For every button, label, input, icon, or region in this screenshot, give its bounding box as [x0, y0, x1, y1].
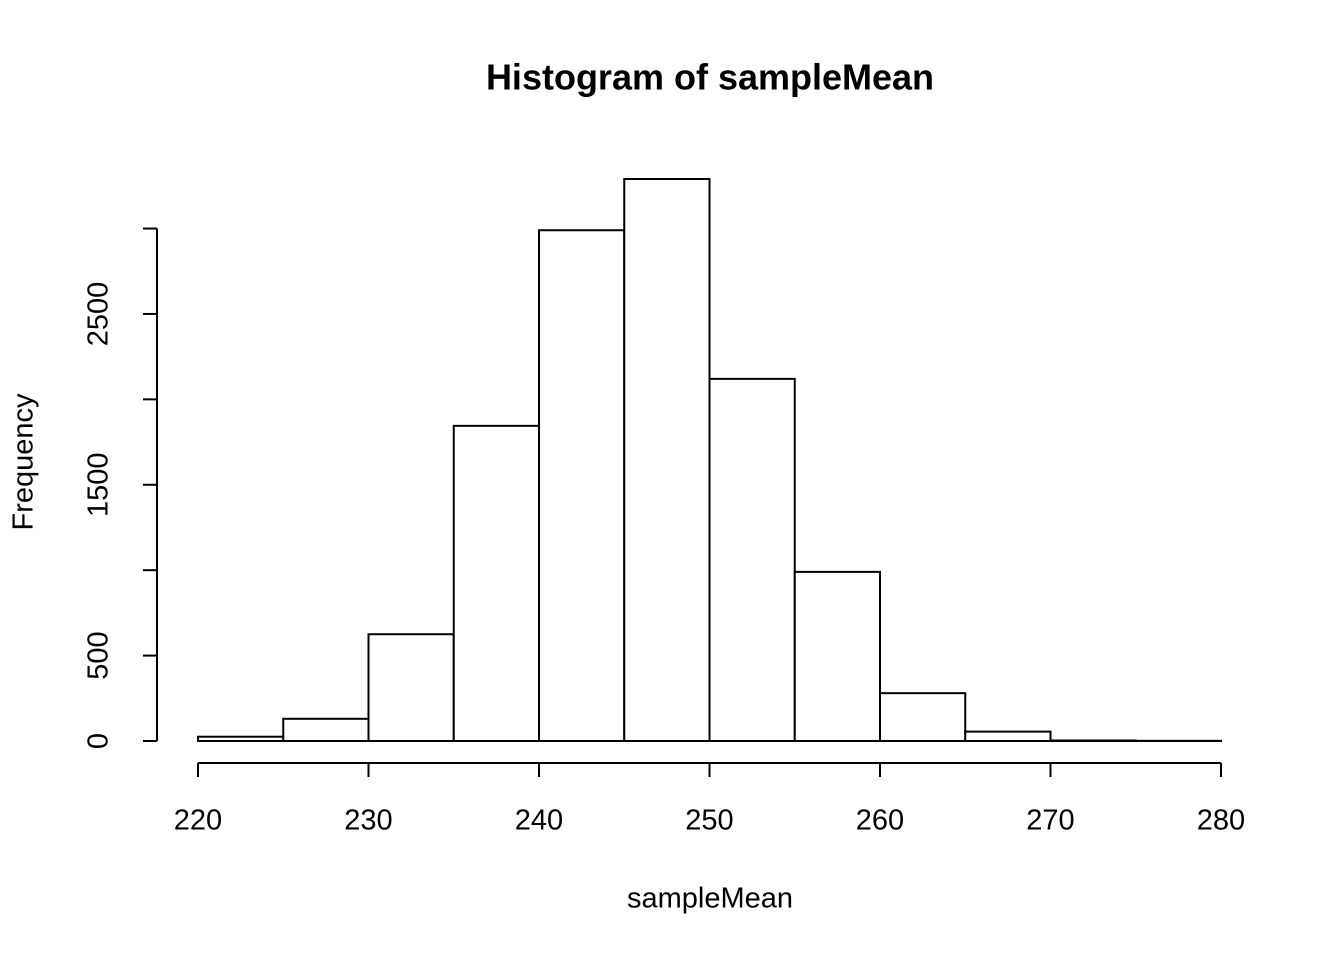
x-tick-label: 250 [685, 805, 733, 837]
bar [623, 178, 711, 742]
bar [964, 730, 1052, 742]
bar [538, 229, 626, 742]
chart-title: Histogram of sampleMean [486, 57, 934, 98]
y-axis-title: Frequency [8, 393, 40, 531]
x-tick-label: 220 [174, 805, 222, 837]
x-tick-label: 230 [344, 805, 392, 837]
bar [879, 692, 967, 743]
bar [793, 570, 881, 742]
x-tick-label: 240 [515, 805, 563, 837]
x-tick-label: 280 [1197, 805, 1245, 837]
bar [197, 735, 285, 743]
bar [367, 633, 455, 742]
x-tick-label: 260 [856, 805, 904, 837]
bar [708, 377, 796, 742]
bar [1049, 739, 1137, 743]
x-axis-title: sampleMean [627, 883, 793, 915]
bar [282, 717, 370, 743]
bar [452, 424, 540, 742]
y-tick-label: 2500 [83, 282, 115, 347]
y-tick-label: 0 [83, 733, 115, 749]
y-tick-label: 1500 [83, 453, 115, 518]
y-tick-label: 500 [83, 631, 115, 679]
x-tick-label: 270 [1026, 805, 1074, 837]
